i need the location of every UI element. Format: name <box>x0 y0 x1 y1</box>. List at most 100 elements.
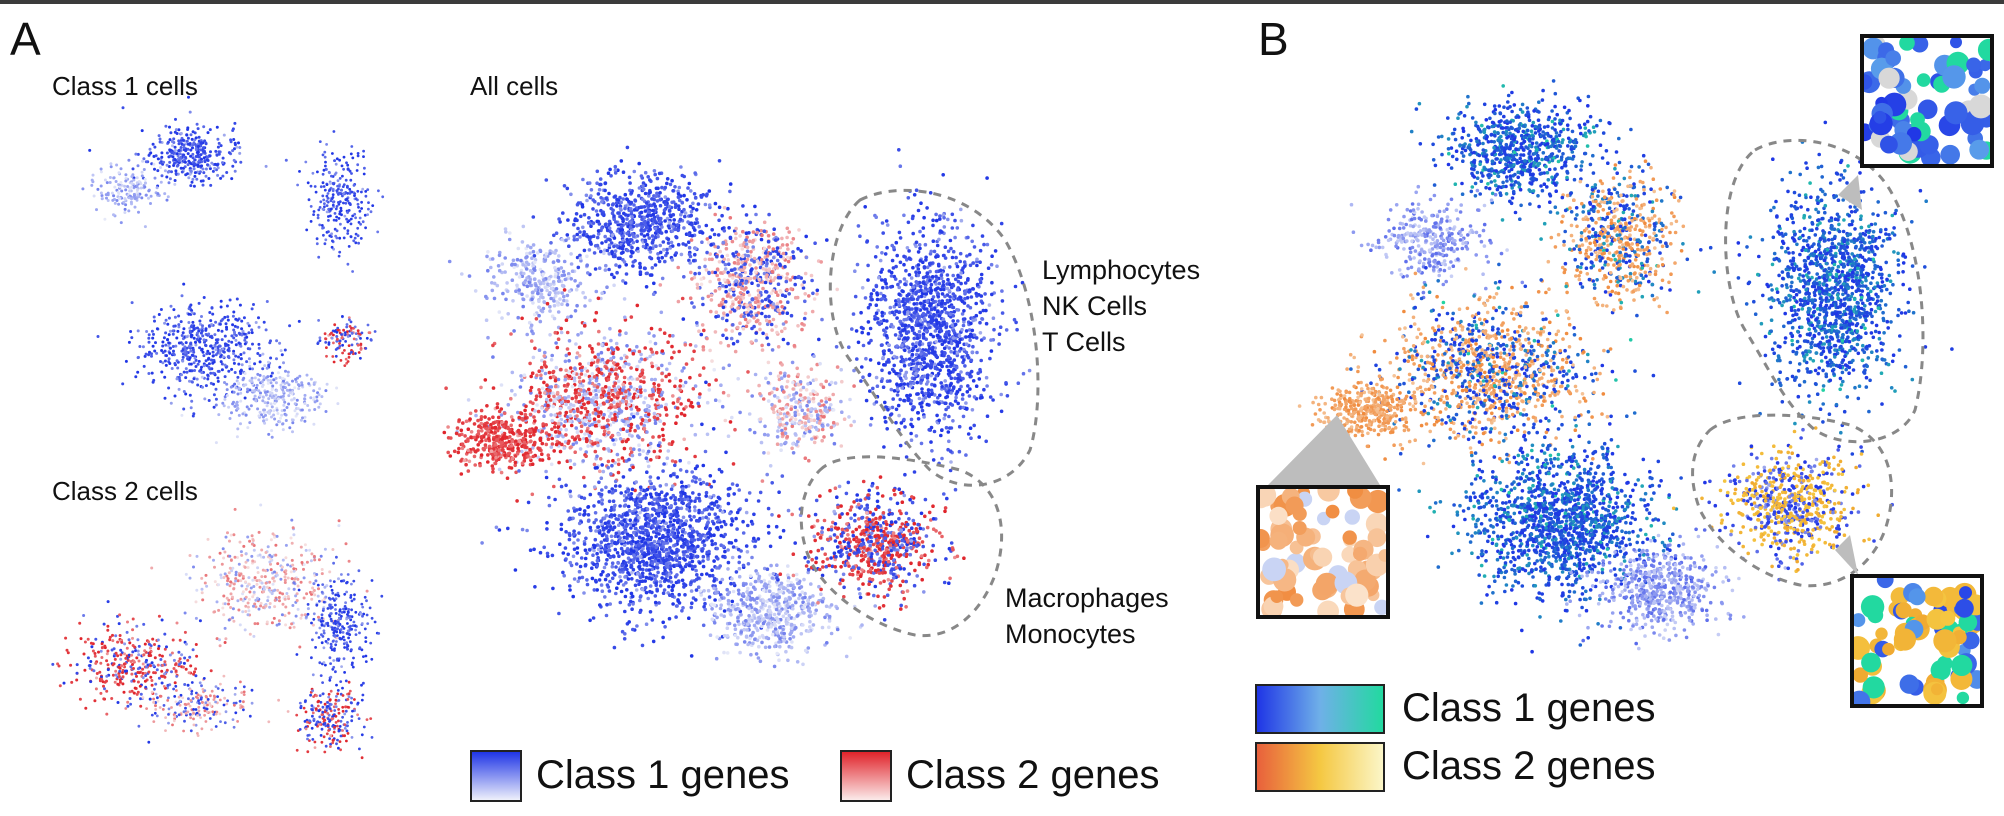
cell-point <box>296 607 300 611</box>
cell-point <box>621 382 625 387</box>
cell-point <box>322 185 326 188</box>
cell-point <box>109 165 113 169</box>
cell-point <box>166 699 170 702</box>
cell-point <box>317 618 321 622</box>
cell-point <box>490 288 495 293</box>
cell-point <box>717 218 721 223</box>
cell-point <box>667 204 672 209</box>
cell-point <box>144 674 148 678</box>
cell-point <box>228 584 232 588</box>
cell-point <box>206 377 210 381</box>
cell-point <box>223 363 227 367</box>
cell-point <box>324 640 328 643</box>
cell-point <box>312 612 316 616</box>
cell-point <box>717 159 722 163</box>
cell-point <box>503 256 508 260</box>
cell-point <box>565 299 569 303</box>
cell-point <box>554 341 558 345</box>
cell-point <box>242 376 246 380</box>
cell-point <box>545 383 549 388</box>
cell-point <box>214 149 218 153</box>
cell-point <box>321 181 325 185</box>
cell-point <box>300 381 304 385</box>
cell-point <box>606 395 611 400</box>
cell-point <box>332 665 336 669</box>
cell-point <box>712 367 716 372</box>
cell-point <box>356 189 360 193</box>
cell-point <box>546 453 551 458</box>
cell-point <box>595 181 599 185</box>
cell-point <box>236 381 240 385</box>
cell-point <box>345 323 349 326</box>
cell-point <box>267 397 271 401</box>
cell-point <box>306 737 309 741</box>
cell-point <box>574 287 579 292</box>
cell-point <box>537 388 541 392</box>
cell-point <box>354 216 357 220</box>
cell-point <box>618 329 622 333</box>
cell-point <box>232 349 236 353</box>
cell-point <box>250 701 254 705</box>
cell-point <box>357 241 360 245</box>
cell-point <box>181 665 185 669</box>
cell-point <box>167 181 171 185</box>
cell-point <box>582 248 587 253</box>
cell-point <box>290 622 294 626</box>
cell-point <box>210 323 214 326</box>
cell-point <box>334 597 338 601</box>
cell-point <box>679 165 683 169</box>
cell-point <box>630 245 634 250</box>
cell-point <box>550 419 554 423</box>
cell-point <box>576 201 581 205</box>
cell-point <box>335 555 338 559</box>
cell-point <box>658 449 662 453</box>
cell-point <box>232 390 236 394</box>
cell-point <box>286 374 290 378</box>
cell-point <box>682 207 686 212</box>
cell-point <box>697 224 701 229</box>
cell-point <box>607 391 611 396</box>
cell-point <box>284 543 288 547</box>
cell-point <box>282 379 285 383</box>
cell-point <box>669 214 673 219</box>
cell-point <box>191 130 195 134</box>
cell-point <box>211 169 215 173</box>
cell-point <box>309 377 313 381</box>
cell-point <box>611 202 615 206</box>
cell-point <box>528 388 533 393</box>
cell-point <box>141 159 145 163</box>
cell-point <box>559 330 564 335</box>
cell-point <box>591 198 595 202</box>
cell-point <box>119 653 123 657</box>
cell-point <box>318 626 322 630</box>
cell-point <box>159 308 163 311</box>
cell-point <box>286 370 290 374</box>
cell-point <box>347 316 351 319</box>
cell-point <box>604 263 608 268</box>
cell-point <box>290 541 294 545</box>
cell-point <box>500 316 504 320</box>
cell-point <box>537 313 541 318</box>
cell-point <box>638 385 642 389</box>
cell-point <box>603 188 607 193</box>
cell-point <box>313 408 317 411</box>
cell-point <box>548 304 552 309</box>
cell-point <box>113 185 117 189</box>
cell-point <box>264 604 268 608</box>
cell-point <box>285 406 289 409</box>
cell-point <box>175 359 179 363</box>
cell-point <box>622 260 627 264</box>
cell-point <box>564 238 568 243</box>
cell-point <box>577 379 582 384</box>
cell-point <box>630 251 634 255</box>
cell-point <box>320 616 324 620</box>
cell-point <box>677 185 682 190</box>
cell-point <box>596 443 600 448</box>
cell-point <box>660 225 664 229</box>
cell-point <box>698 373 702 378</box>
cell-point <box>342 610 346 614</box>
cell-point <box>247 407 251 411</box>
cell-point <box>148 646 152 650</box>
cell-point <box>154 708 158 711</box>
cell-point <box>625 429 629 434</box>
